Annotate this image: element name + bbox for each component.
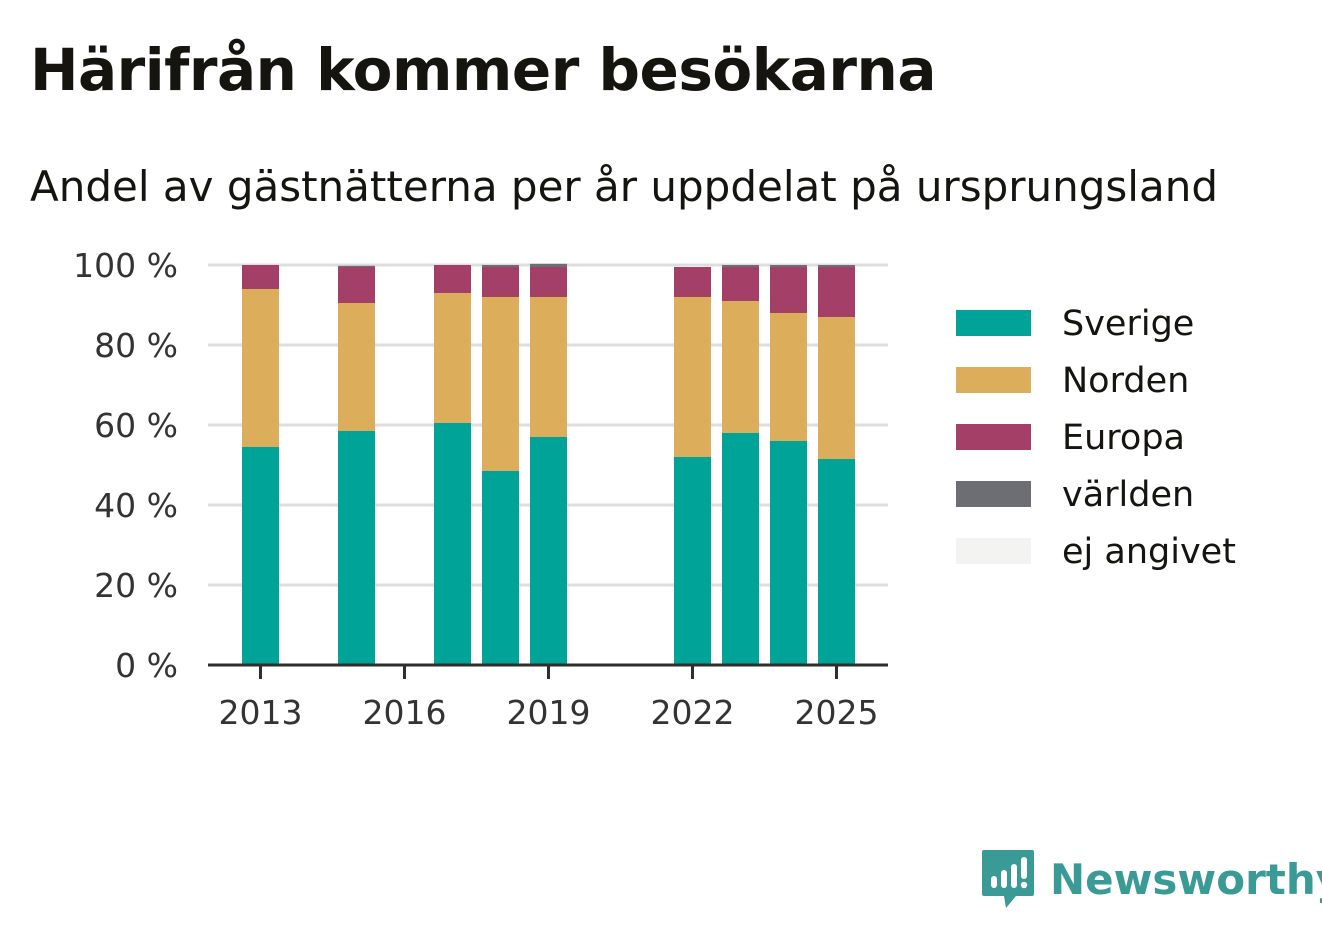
legend-label: världen bbox=[1062, 475, 1194, 515]
legend-label: Norden bbox=[1062, 361, 1189, 401]
x-tick-label: 2016 bbox=[363, 693, 447, 732]
legend-label: Europa bbox=[1062, 418, 1185, 458]
bar-segment bbox=[674, 457, 711, 665]
bar-segment bbox=[530, 297, 567, 437]
bar-segment bbox=[722, 267, 759, 301]
legend-swatch bbox=[956, 367, 1031, 393]
bar-segment bbox=[242, 265, 279, 289]
bar-segment bbox=[818, 265, 855, 267]
bar-segment bbox=[482, 265, 519, 267]
bar-segment bbox=[722, 433, 759, 665]
y-tick-label: 60 % bbox=[94, 406, 178, 445]
legend-label: ej angivet bbox=[1062, 532, 1236, 572]
legend-swatch bbox=[956, 538, 1031, 564]
bar-segment bbox=[530, 263, 567, 267]
legend-swatch bbox=[956, 481, 1031, 507]
bar-segment bbox=[770, 265, 807, 267]
bar-segment bbox=[674, 297, 711, 457]
legend-swatch bbox=[956, 310, 1031, 336]
axes: 0 % 20 % 40 % 60 % 80 % 100 % 2013 2016 2019 2022… bbox=[73, 246, 888, 732]
brand-name: Newsworthy bbox=[1050, 854, 1322, 904]
bar-segment bbox=[338, 265, 375, 267]
legend-swatch bbox=[956, 424, 1031, 450]
y-tick-label: 80 % bbox=[94, 326, 178, 365]
chart-subtitle: Andel av gästnätterna per år uppdelat på… bbox=[30, 162, 1218, 211]
bar-segment bbox=[770, 441, 807, 665]
x-tick-label: 2013 bbox=[219, 693, 303, 732]
bar-segment bbox=[338, 303, 375, 431]
bar-segment bbox=[770, 267, 807, 313]
x-tick-label: 2022 bbox=[651, 693, 735, 732]
bar-segment bbox=[338, 431, 375, 665]
brand: Newsworthy bbox=[980, 848, 1322, 910]
bar-segment bbox=[530, 437, 567, 665]
bar-segment bbox=[722, 265, 759, 267]
bars bbox=[242, 263, 855, 665]
y-tick-label: 0 % bbox=[115, 646, 178, 685]
bar-segment bbox=[434, 423, 471, 665]
bar-segment bbox=[338, 267, 375, 303]
bar-segment bbox=[434, 293, 471, 423]
bar-segment bbox=[722, 301, 759, 433]
y-tick-label: 100 % bbox=[73, 246, 178, 285]
bar-segment bbox=[770, 313, 807, 441]
bar-segment bbox=[674, 267, 711, 297]
chart-title: Härifrån kommer besökarna bbox=[30, 36, 936, 104]
bar-segment bbox=[242, 289, 279, 447]
legend: Sverige Norden Europa världen ej angivet bbox=[956, 304, 1236, 572]
bar-segment bbox=[434, 265, 471, 293]
bar-segment bbox=[482, 297, 519, 471]
bar-segment bbox=[818, 267, 855, 317]
bar-segment bbox=[482, 471, 519, 665]
x-tick-label: 2025 bbox=[795, 693, 879, 732]
y-tick-label: 20 % bbox=[94, 566, 178, 605]
bar-segment bbox=[818, 317, 855, 459]
x-tick-label: 2019 bbox=[507, 693, 591, 732]
bar-segment bbox=[818, 459, 855, 665]
y-tick-label: 40 % bbox=[94, 486, 178, 525]
legend-label: Sverige bbox=[1062, 304, 1194, 344]
bar-segment bbox=[530, 267, 567, 297]
bar-segment bbox=[242, 447, 279, 665]
newsworthy-logo-icon bbox=[982, 850, 1034, 908]
bar-segment bbox=[482, 267, 519, 297]
